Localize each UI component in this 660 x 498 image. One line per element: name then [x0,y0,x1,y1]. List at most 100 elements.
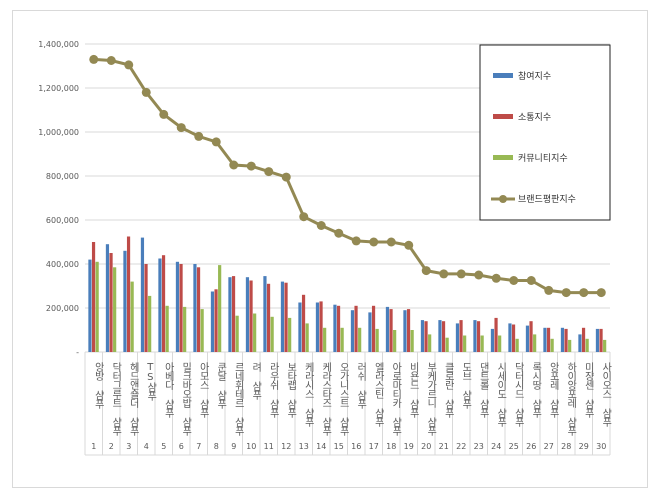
bar-소통지수 [511,324,516,352]
category-label: 러쉬 샴푸 [355,362,367,410]
line-marker [211,137,221,147]
line-marker [596,288,606,298]
bar-커뮤니티지수 [95,261,99,352]
category-label: 댄트롤 샴푸 [477,362,489,419]
category-label: 클로란 샴푸 [442,362,454,419]
line-marker [526,276,536,285]
category-label: 도브 샴푸 [460,362,472,410]
rank-label: 18 [386,442,396,451]
rank-label: 20 [421,442,431,451]
rank-label: 16 [351,442,361,451]
bar-커뮤니티지수 [463,335,467,352]
rank-label: 9 [231,442,236,451]
bar-참여지수 [105,244,110,352]
bar-커뮤니티지수 [393,330,397,352]
bar-소통지수 [476,321,481,352]
line-marker [456,269,466,279]
y-tick-label: - [76,348,79,357]
bar-참여지수 [508,323,512,352]
bar-참여지수 [420,320,425,352]
rank-label: 27 [544,442,554,451]
rank-label: 2 [109,442,114,451]
line-marker [141,87,151,97]
line-marker [439,269,449,279]
bar-참여지수 [560,327,565,352]
line-marker [386,237,396,247]
category-label: 라우쉬 샴푸 [267,362,279,419]
bar-커뮤니티지수 [410,330,414,352]
rank-label: 22 [456,442,466,451]
line-marker [124,60,134,70]
bar-커뮤니티지수 [183,306,187,352]
legend-swatch [493,155,513,160]
rank-label: 19 [404,442,414,451]
line-marker [509,276,519,285]
bar-커뮤니티지수 [550,338,554,352]
category-label: 밀크바오밥 샴푸 [180,362,192,437]
legend-marker [499,195,507,203]
bar-소통지수 [196,267,201,352]
bar-커뮤니티지수 [585,338,589,352]
rank-label: 13 [299,442,309,451]
bar-참여지수 [385,306,390,352]
bar-커뮤니티지수 [375,328,379,352]
bar-소통지수 [109,253,113,352]
rank-label: 7 [196,442,201,451]
category-label: 하이앙포레 샴푸 [565,361,577,437]
bar-커뮤니티지수 [200,309,204,352]
category-label: 미쟝센 샴푸 [582,362,594,419]
category-label: 르네휘테르 샴푸 [232,362,244,437]
bar-참여지수 [280,281,285,352]
bar-소통지수 [546,327,551,352]
bar-참여지수 [315,302,320,352]
legend-label: 참여지수 [518,70,551,82]
category-label: 닥터시드 샴푸 [512,362,524,428]
y-tick-label: 1,000,000 [38,128,79,137]
bar-참여지수 [525,325,530,352]
bar-커뮤니티지수 [533,334,537,352]
category-label: 닥터그루트 샴푸 [110,362,122,437]
bar-커뮤니티지수 [270,316,274,352]
line-marker [264,167,274,177]
bar-소통지수 [249,280,253,352]
category-label: 아베다 샴푸 [162,362,174,419]
rank-label: 23 [474,442,484,451]
line-marker [421,266,431,276]
bar-커뮤니티지수 [323,327,327,352]
bar-참여지수 [175,261,180,352]
rank-label: 26 [526,442,536,451]
category-label: 쿤달 샴푸 [215,362,227,410]
bar-참여지수 [473,320,477,352]
bar-소통지수 [266,283,271,352]
bar-소통지수 [424,321,428,352]
bar-커뮤니티지수 [445,337,449,352]
bar-참여지수 [228,277,232,352]
bar-커뮤니티지수 [165,305,169,352]
line-marker [194,131,204,141]
y-tick-label: 1,400,000 [38,40,79,49]
rank-label: 3 [126,442,131,451]
line-marker [474,270,484,280]
legend-label: 브랜드평판지수 [518,194,576,205]
rank-label: 21 [439,442,449,451]
line-marker [281,172,291,182]
bar-커뮤니티지수 [235,315,239,352]
line-marker [561,288,571,298]
line-marker [544,285,554,295]
bar-참여지수 [333,304,337,352]
bar-참여지수 [193,264,197,352]
bar-참여지수 [578,334,582,352]
category-label: 시세이도 샴푸 [495,362,507,428]
y-tick-label: 400,000 [46,260,79,269]
bar-참여지수 [123,250,127,352]
legend-label: 소통지수 [518,112,551,123]
line-marker [404,240,414,250]
rank-label: 11 [264,442,274,451]
bar-소통지수 [144,264,148,352]
category-label: 앙포레 샴푸 [547,362,559,419]
y-tick-label: 600,000 [46,216,79,225]
rank-label: 14 [316,442,326,451]
line-marker [229,160,239,170]
category-label: 아로마티카 샴푸 [390,362,402,437]
